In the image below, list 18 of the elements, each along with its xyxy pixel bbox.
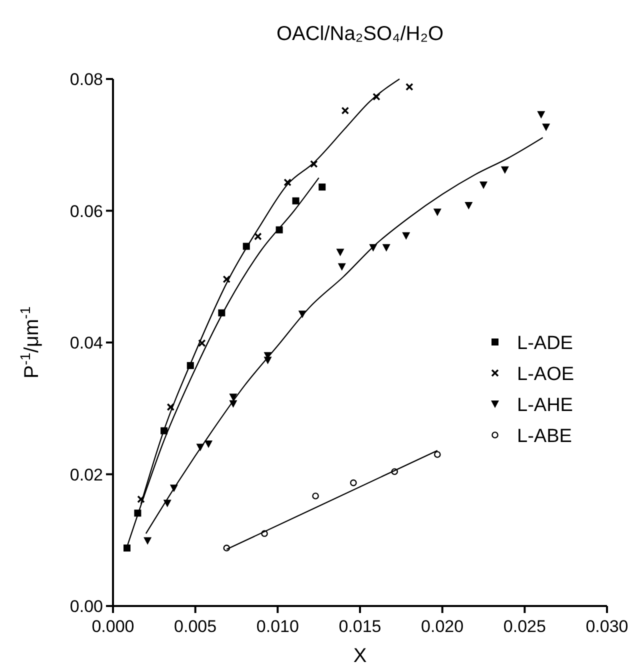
x-tick-label: 0.030 xyxy=(586,617,628,636)
x-tick-label: 0.025 xyxy=(503,617,546,636)
chart-title: OACl/Na₂SO₄/H₂O xyxy=(276,23,444,45)
x-tick-label: 0.005 xyxy=(174,617,217,636)
y-tick-label: 0.08 xyxy=(70,70,103,89)
y-tick-label: 0.06 xyxy=(70,202,103,221)
x-axis-title: X xyxy=(353,645,367,667)
y-tick-label: 0.00 xyxy=(70,597,103,616)
legend-label: L-ADE xyxy=(517,333,573,354)
x-tick-label: 0.020 xyxy=(421,617,464,636)
legend-label: L-AHE xyxy=(517,395,573,416)
x-tick-label: 0.000 xyxy=(92,617,134,636)
x-tick-label: 0.010 xyxy=(256,617,299,636)
y-tick-label: 0.02 xyxy=(70,465,103,484)
y-tick-label: 0.04 xyxy=(70,334,103,352)
legend-label: L-ABE xyxy=(517,426,572,447)
x-tick-label: 0.015 xyxy=(338,617,382,636)
legend-label: L-AOE xyxy=(517,364,574,385)
